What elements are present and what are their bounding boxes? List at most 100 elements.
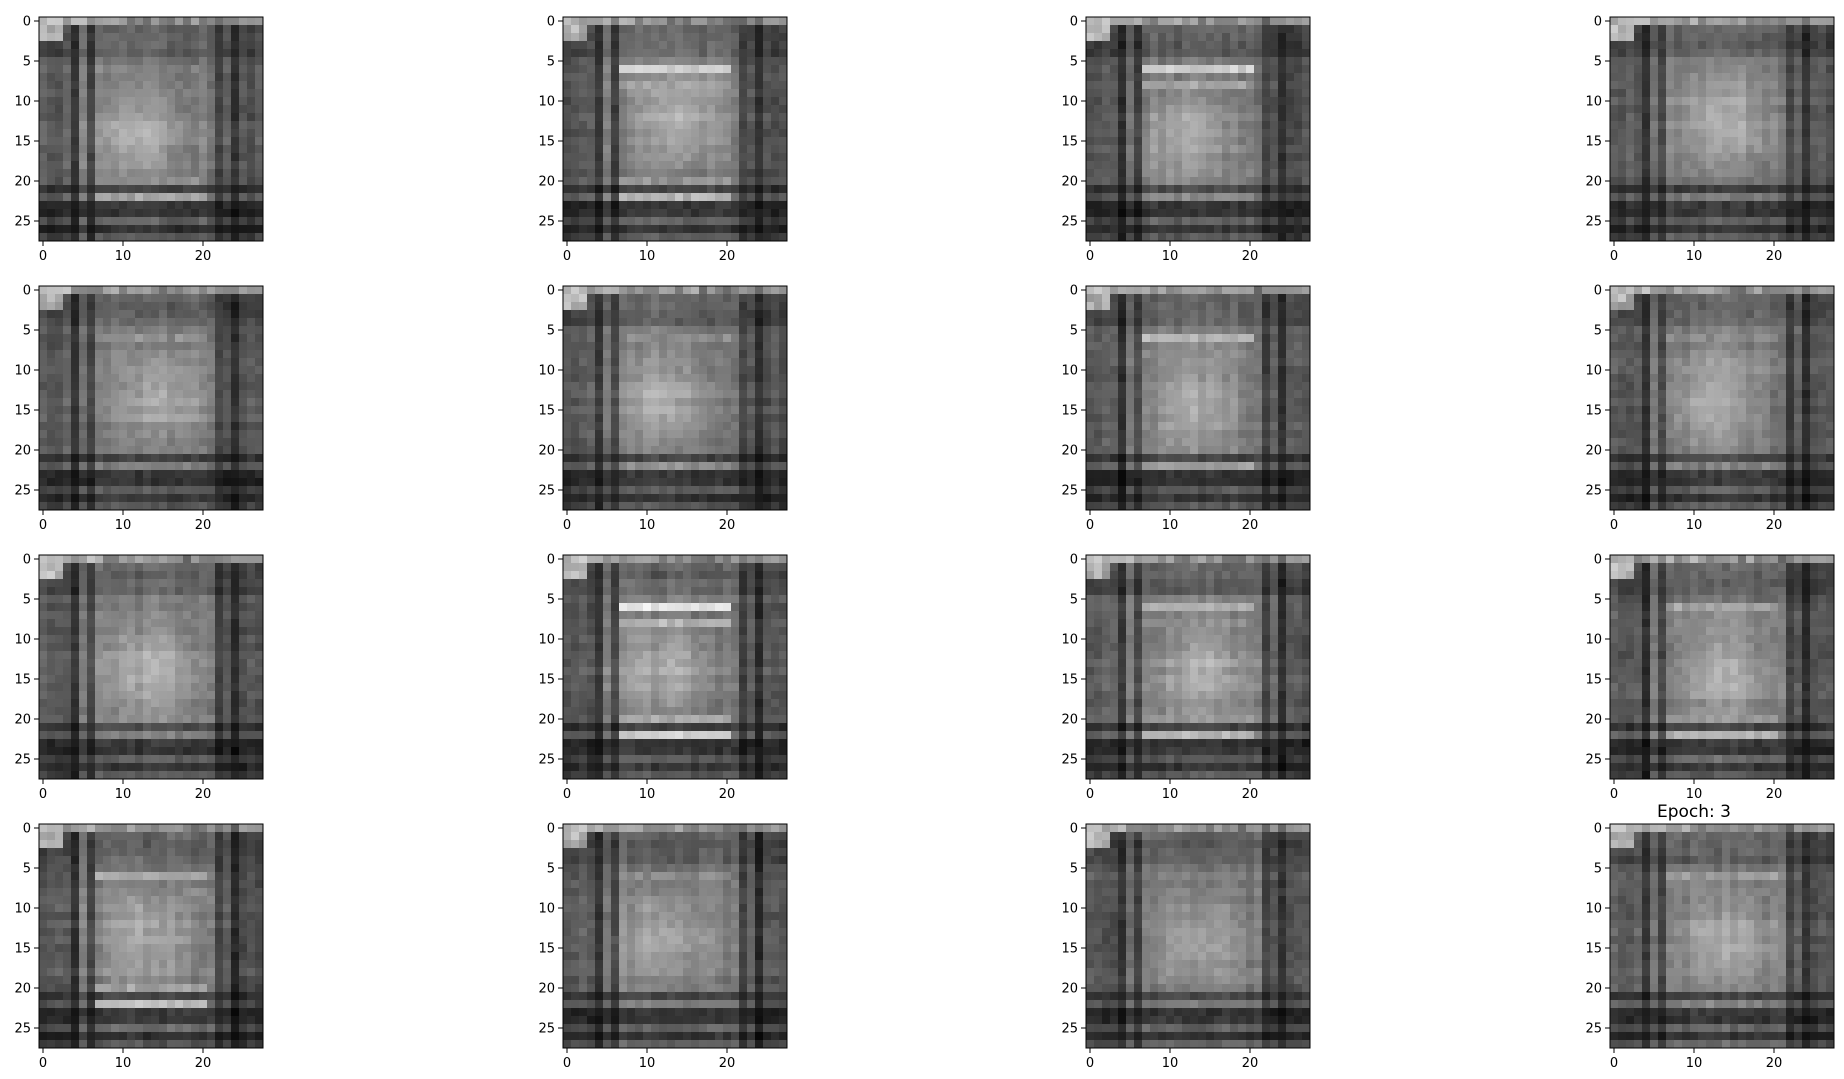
image-pixel <box>1682 121 1691 130</box>
image-pixel <box>87 137 96 146</box>
image-pixel <box>1286 201 1295 210</box>
image-pixel <box>71 462 80 471</box>
image-pixel <box>771 185 780 194</box>
image-pixel <box>1666 177 1675 186</box>
image-pixel <box>587 121 596 130</box>
image-pixel <box>771 105 780 114</box>
image-pixel <box>1626 81 1635 90</box>
image-pixel <box>635 17 644 26</box>
image-pixel <box>755 161 764 170</box>
image-pixel <box>1230 17 1239 26</box>
image-pixel <box>635 438 644 447</box>
image-pixel <box>1302 41 1311 50</box>
image-pixel <box>1302 318 1311 327</box>
image-pixel <box>715 177 724 186</box>
image-pixel <box>587 366 596 375</box>
image-pixel <box>1190 129 1199 138</box>
image-pixel <box>135 462 144 471</box>
image-pixel <box>1254 81 1263 90</box>
image-pixel <box>1198 161 1207 170</box>
image-pixel <box>683 310 692 319</box>
image-pixel <box>691 406 700 415</box>
image-pixel <box>1770 217 1779 226</box>
image-pixel <box>1714 129 1723 138</box>
image-pixel <box>715 358 724 367</box>
image-pixel <box>1222 193 1231 202</box>
image-pixel <box>1778 41 1787 50</box>
image-pixel <box>755 350 764 359</box>
image-pixel <box>675 286 684 295</box>
image-pixel <box>1762 73 1771 82</box>
image-pixel <box>231 334 240 343</box>
image-pixel <box>1278 302 1287 311</box>
image-pixel <box>571 486 580 495</box>
image-pixel <box>563 366 572 375</box>
image-pixel <box>611 342 620 351</box>
image-pixel <box>1294 89 1303 98</box>
x-tick-label: 0 <box>39 249 47 264</box>
image-pixel <box>1738 105 1747 114</box>
image-pixel <box>619 414 628 423</box>
y-tick-label: 20 <box>538 175 555 190</box>
image-pixel <box>119 145 128 154</box>
y-tick-label: 25 <box>1585 215 1602 230</box>
image-pixel <box>167 486 176 495</box>
image-pixel <box>183 374 192 383</box>
image-pixel <box>55 430 64 439</box>
image-pixel <box>595 494 604 503</box>
image-pixel <box>1738 225 1747 234</box>
image-pixel <box>603 382 612 391</box>
image-pixel <box>635 41 644 50</box>
image-pixel <box>563 201 572 210</box>
image-pixel <box>199 49 208 58</box>
image-pixel <box>135 302 144 311</box>
image-pixel <box>619 89 628 98</box>
image-pixel <box>1754 49 1763 58</box>
image-pixel <box>707 398 716 407</box>
image-pixel <box>619 446 628 455</box>
image-pixel <box>579 41 588 50</box>
image-pixel <box>643 430 652 439</box>
image-pixel <box>587 494 596 503</box>
image-pixel <box>723 97 732 106</box>
image-pixel <box>1626 105 1635 114</box>
image-pixel <box>1142 326 1151 335</box>
image-pixel <box>247 153 256 162</box>
image-pixel <box>603 177 612 186</box>
image-pixel <box>563 145 572 154</box>
image-pixel <box>635 398 644 407</box>
image-pixel <box>619 390 628 399</box>
image-pixel <box>71 129 80 138</box>
image-pixel <box>1118 209 1127 218</box>
image-pixel <box>739 185 748 194</box>
image-pixel <box>143 310 152 319</box>
image-pixel <box>1270 185 1279 194</box>
image-pixel <box>1254 113 1263 122</box>
image-pixel <box>1150 113 1159 122</box>
image-pixel <box>1174 81 1183 90</box>
image-pixel <box>47 161 56 170</box>
image-pixel <box>231 49 240 58</box>
image-pixel <box>1190 169 1199 178</box>
image-pixel <box>247 334 256 343</box>
image-pixel <box>731 342 740 351</box>
image-pixel <box>63 25 72 34</box>
image-pixel <box>1126 161 1135 170</box>
image-pixel <box>1626 185 1635 194</box>
image-pixel <box>1682 113 1691 122</box>
image-pixel <box>1206 225 1215 234</box>
image-pixel <box>579 366 588 375</box>
image-pixel <box>1302 145 1311 154</box>
image-pixel <box>667 342 676 351</box>
image-pixel <box>779 57 788 66</box>
image-pixel <box>731 486 740 495</box>
image-pixel <box>587 169 596 178</box>
image-pixel <box>739 374 748 383</box>
image-pixel <box>667 25 676 34</box>
image-pixel <box>111 318 120 327</box>
image-pixel <box>247 406 256 415</box>
image-pixel <box>1802 217 1811 226</box>
image-pixel <box>1262 209 1271 218</box>
image-pixel <box>1634 113 1643 122</box>
image-pixel <box>1102 286 1111 295</box>
